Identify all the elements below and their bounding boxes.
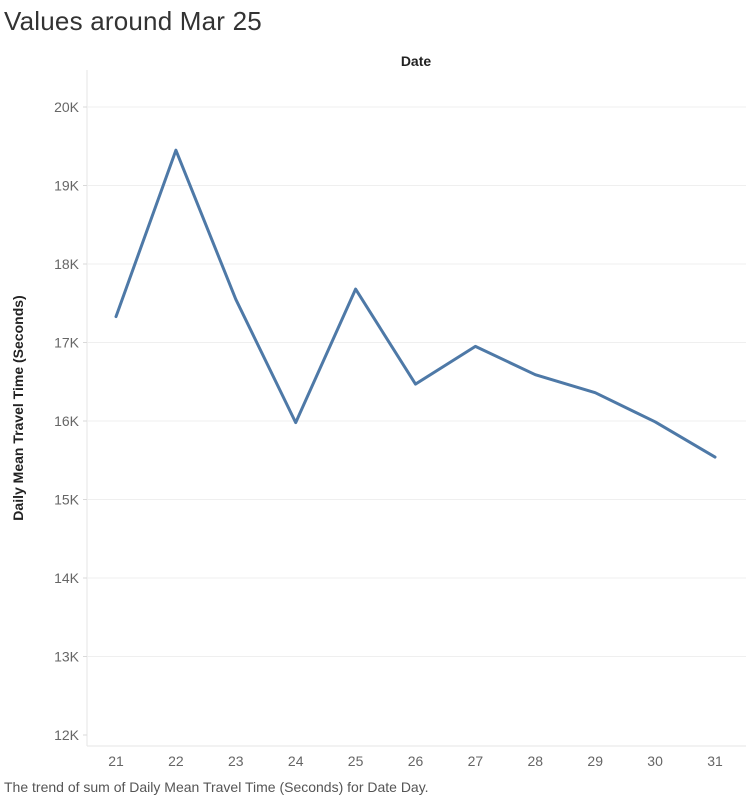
data-point bbox=[174, 148, 178, 152]
x-tick-label: 25 bbox=[348, 753, 364, 769]
data-point bbox=[594, 391, 597, 394]
plot-frame bbox=[86, 70, 746, 747]
y-tick-label: 12K bbox=[54, 727, 80, 743]
x-tick-label: 21 bbox=[108, 753, 124, 769]
x-tick-label: 22 bbox=[168, 753, 184, 769]
data-point bbox=[474, 345, 477, 348]
y-axis-ticks: 12K 13K 14K 15K 16K 17K 18K 19K 20K bbox=[54, 99, 87, 743]
x-axis-ticks: 21 22 23 24 25 26 27 28 29 30 31 bbox=[108, 753, 723, 769]
series-group bbox=[114, 148, 717, 459]
x-tick-label: 24 bbox=[288, 753, 304, 769]
series-line bbox=[114, 148, 717, 459]
y-tick-label: 17K bbox=[54, 335, 80, 351]
x-tick-label: 27 bbox=[468, 753, 484, 769]
x-tick-label: 26 bbox=[408, 753, 424, 769]
x-tick-label: 30 bbox=[647, 753, 663, 769]
gridlines bbox=[87, 106, 746, 657]
data-point bbox=[234, 298, 237, 301]
data-point bbox=[294, 421, 297, 424]
data-point bbox=[114, 315, 118, 318]
y-tick-label: 14K bbox=[54, 570, 80, 586]
data-point bbox=[653, 420, 657, 423]
x-tick-label: 23 bbox=[228, 753, 244, 769]
chart-caption: The trend of sum of Daily Mean Travel Ti… bbox=[4, 779, 429, 795]
x-axis-title: Date bbox=[401, 53, 432, 69]
y-tick-label: 18K bbox=[54, 256, 80, 272]
y-tick-label: 19K bbox=[54, 178, 80, 194]
data-point bbox=[414, 382, 417, 386]
x-tick-label: 31 bbox=[707, 753, 723, 769]
data-point bbox=[534, 373, 537, 376]
y-tick-label: 16K bbox=[54, 413, 80, 429]
y-tick-label: 13K bbox=[54, 649, 80, 665]
data-point bbox=[713, 455, 717, 459]
y-axis-title: Daily Mean Travel Time (Seconds) bbox=[10, 295, 26, 520]
x-tick-label: 28 bbox=[528, 753, 544, 769]
chart-title: Values around Mar 25 bbox=[4, 6, 262, 36]
data-point bbox=[354, 287, 357, 291]
x-tick-label: 29 bbox=[587, 753, 603, 769]
y-tick-label: 20K bbox=[54, 99, 80, 115]
y-tick-label: 15K bbox=[54, 492, 80, 508]
